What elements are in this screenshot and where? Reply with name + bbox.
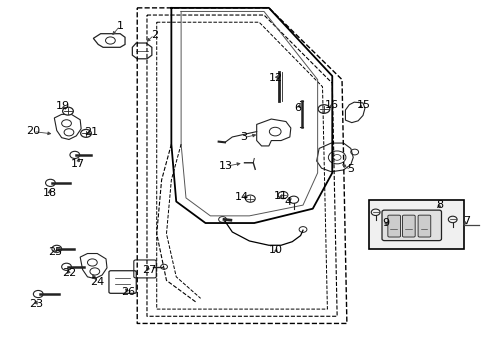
Circle shape <box>62 107 73 115</box>
Text: 10: 10 <box>269 245 283 255</box>
Text: 27: 27 <box>142 265 156 275</box>
Text: 23: 23 <box>29 299 43 309</box>
Text: 12: 12 <box>268 73 283 83</box>
Bar <box>368 201 463 249</box>
Text: 5: 5 <box>346 164 354 174</box>
FancyBboxPatch shape <box>387 215 400 237</box>
Circle shape <box>33 291 43 298</box>
Text: 8: 8 <box>435 200 442 210</box>
Circle shape <box>278 192 287 199</box>
Text: 26: 26 <box>121 287 135 297</box>
Text: 7: 7 <box>462 216 469 226</box>
Text: 4: 4 <box>284 197 291 207</box>
Text: 14: 14 <box>235 192 248 202</box>
Text: 25: 25 <box>48 247 62 257</box>
Text: 3: 3 <box>240 132 246 142</box>
Text: 20: 20 <box>26 126 41 136</box>
Circle shape <box>245 195 255 202</box>
Text: 1: 1 <box>117 21 123 31</box>
Text: 9: 9 <box>382 218 388 228</box>
Text: 16: 16 <box>325 100 339 110</box>
Circle shape <box>81 130 91 137</box>
Text: 19: 19 <box>56 102 70 112</box>
Text: 15: 15 <box>356 100 370 110</box>
Text: 17: 17 <box>71 159 84 169</box>
Circle shape <box>318 105 329 113</box>
Circle shape <box>61 263 71 270</box>
FancyBboxPatch shape <box>381 210 441 240</box>
Circle shape <box>70 151 80 158</box>
Text: 11: 11 <box>273 191 287 201</box>
Text: 18: 18 <box>42 188 57 198</box>
Text: 2: 2 <box>150 30 158 40</box>
Text: 21: 21 <box>83 127 98 136</box>
FancyBboxPatch shape <box>402 215 414 237</box>
FancyBboxPatch shape <box>417 215 430 237</box>
Text: 6: 6 <box>294 103 301 113</box>
Text: 24: 24 <box>90 277 104 287</box>
Circle shape <box>45 179 55 186</box>
Circle shape <box>52 245 61 252</box>
Text: 13: 13 <box>219 161 232 171</box>
Text: 22: 22 <box>61 267 76 278</box>
